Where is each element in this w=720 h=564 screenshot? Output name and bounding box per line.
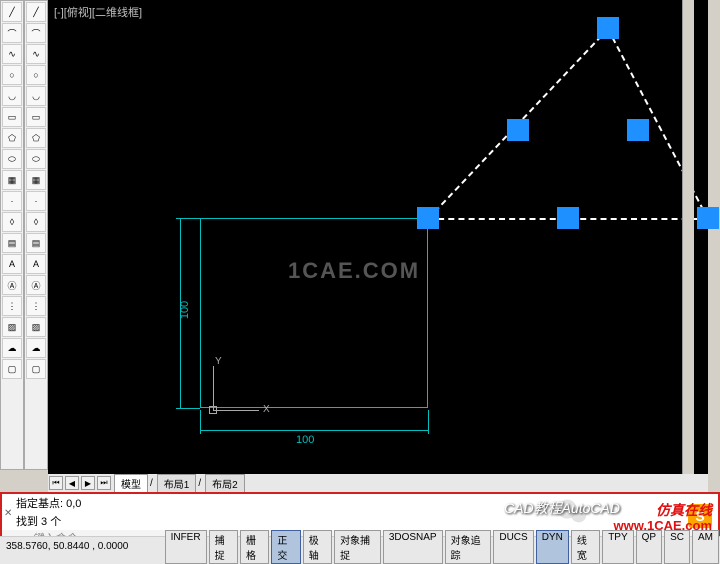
- status-bar: 358.5760, 50.8440 , 0.0000 INFER捕捉栅格正交极轴…: [0, 536, 720, 556]
- status-toggle-ducs[interactable]: DUCS: [493, 530, 533, 564]
- tab-nav-button[interactable]: ▶: [81, 476, 95, 490]
- ucs-x-label: X: [263, 404, 270, 415]
- grip-handle[interactable]: [697, 207, 719, 229]
- trim-icon[interactable]: ⬠: [26, 128, 46, 148]
- dim-v-text: 100: [179, 301, 191, 319]
- coordinates-readout: 358.5760, 50.8440 , 0.0000: [0, 541, 164, 552]
- dim-v-ext2: [176, 408, 200, 409]
- dim-h-ext2: [428, 410, 429, 434]
- status-toggle-3dosnap[interactable]: 3DOSNAP: [383, 530, 443, 564]
- scale-icon[interactable]: ◡: [26, 86, 46, 106]
- dim-h-ext1: [200, 410, 201, 434]
- status-toggle-对象捕捉[interactable]: 对象捕捉: [334, 530, 381, 564]
- command-history-2: 找到 3 个: [2, 512, 718, 530]
- ucs-y-label: Y: [215, 356, 222, 367]
- command-history-1: 指定基点: 0,0: [2, 494, 718, 512]
- dim-v-ext1: [176, 218, 200, 219]
- table-icon[interactable]: ▤: [2, 233, 22, 253]
- layout-tab[interactable]: 布局1: [157, 474, 197, 493]
- status-toggle-捕捉[interactable]: 捕捉: [209, 530, 238, 564]
- watermark: 1CAE.COM: [288, 258, 420, 284]
- explode-icon[interactable]: Ⓐ: [26, 275, 46, 295]
- text-icon[interactable]: A: [2, 254, 22, 274]
- input-method-badge: S: [688, 504, 712, 528]
- layout-tabs: ⏮◀▶⏭模型 / 布局1 / 布局2: [48, 474, 708, 492]
- layout-tab[interactable]: 模型: [114, 474, 148, 493]
- status-toggle-sc[interactable]: SC: [664, 530, 690, 564]
- fillet-icon[interactable]: ▦: [26, 170, 46, 190]
- dim-h-line: [200, 430, 428, 431]
- polyline-icon[interactable]: ⌒: [2, 23, 22, 43]
- tab-nav-button[interactable]: ⏮: [49, 476, 63, 490]
- wipeout-icon[interactable]: ▢: [2, 359, 22, 379]
- vertical-scrollbar[interactable]: [682, 0, 694, 474]
- region-icon[interactable]: ◊: [2, 212, 22, 232]
- move-icon[interactable]: ╱: [26, 2, 46, 22]
- extend-icon[interactable]: ⬭: [26, 149, 46, 169]
- revision-icon[interactable]: ☁: [2, 338, 22, 358]
- rotate-icon[interactable]: ∿: [26, 44, 46, 64]
- rect-icon[interactable]: ▭: [2, 107, 22, 127]
- viewport-label: [-][俯视][二维线框]: [54, 4, 142, 20]
- modify-toolbar: ╱⌒∿○◡▭⬠⬭▦·◊▤AⒶ⋮▨☁▢: [24, 0, 48, 470]
- layout-tab[interactable]: 布局2: [205, 474, 245, 493]
- gradient-icon[interactable]: ▨: [2, 317, 22, 337]
- mtext-icon[interactable]: Ⓐ: [2, 275, 22, 295]
- close-icon[interactable]: ✕: [4, 508, 12, 519]
- mirror-icon[interactable]: ○: [26, 65, 46, 85]
- grip-handle[interactable]: [627, 119, 649, 141]
- divide-icon[interactable]: ⋮: [2, 296, 22, 316]
- line-icon[interactable]: ╱: [2, 2, 22, 22]
- point-icon[interactable]: ·: [2, 191, 22, 211]
- status-toggle-dyn[interactable]: DYN: [536, 530, 569, 564]
- erase-icon[interactable]: A: [26, 254, 46, 274]
- status-toggle-am[interactable]: AM: [692, 530, 719, 564]
- polygon-icon[interactable]: ⬠: [2, 128, 22, 148]
- array-icon[interactable]: ◊: [26, 212, 46, 232]
- circle-icon[interactable]: ○: [2, 65, 22, 85]
- grip-handle[interactable]: [557, 207, 579, 229]
- status-toggle-tpy[interactable]: TPY: [602, 530, 633, 564]
- status-toggle-极轴[interactable]: 极轴: [303, 530, 332, 564]
- hatch-icon[interactable]: ▦: [2, 170, 22, 190]
- spline-icon[interactable]: ∿: [2, 44, 22, 64]
- status-toggle-infer[interactable]: INFER: [165, 530, 207, 564]
- drawing-canvas[interactable]: [-][俯视][二维线框] 100 100 1CAE.COM X Y: [48, 0, 708, 474]
- lengthen-icon[interactable]: ☁: [26, 338, 46, 358]
- copy-icon[interactable]: ⌒: [26, 23, 46, 43]
- dim-h-text: 100: [296, 434, 314, 446]
- status-toggle-正交[interactable]: 正交: [271, 530, 300, 564]
- status-toggle-线宽[interactable]: 线宽: [571, 530, 600, 564]
- tab-nav-button[interactable]: ◀: [65, 476, 79, 490]
- draw-toolbar: ╱⌒∿○◡▭⬠⬭▦·◊▤AⒶ⋮▨☁▢: [0, 0, 24, 470]
- ellipse-icon[interactable]: ⬭: [2, 149, 22, 169]
- status-toggle-qp[interactable]: QP: [636, 530, 662, 564]
- grip-handle[interactable]: [597, 17, 619, 39]
- chamfer-icon[interactable]: ·: [26, 191, 46, 211]
- grip-handle[interactable]: [507, 119, 529, 141]
- stretch-icon[interactable]: ▭: [26, 107, 46, 127]
- align-icon[interactable]: ▢: [26, 359, 46, 379]
- join-icon[interactable]: ⋮: [26, 296, 46, 316]
- grip-handle[interactable]: [417, 207, 439, 229]
- break-icon[interactable]: ▨: [26, 317, 46, 337]
- status-toggle-对象追踪[interactable]: 对象追踪: [445, 530, 492, 564]
- arc-icon[interactable]: ◡: [2, 86, 22, 106]
- status-toggle-栅格[interactable]: 栅格: [240, 530, 269, 564]
- ucs-icon: X Y: [213, 370, 273, 430]
- tab-nav-button[interactable]: ⏭: [97, 476, 111, 490]
- offset-icon[interactable]: ▤: [26, 233, 46, 253]
